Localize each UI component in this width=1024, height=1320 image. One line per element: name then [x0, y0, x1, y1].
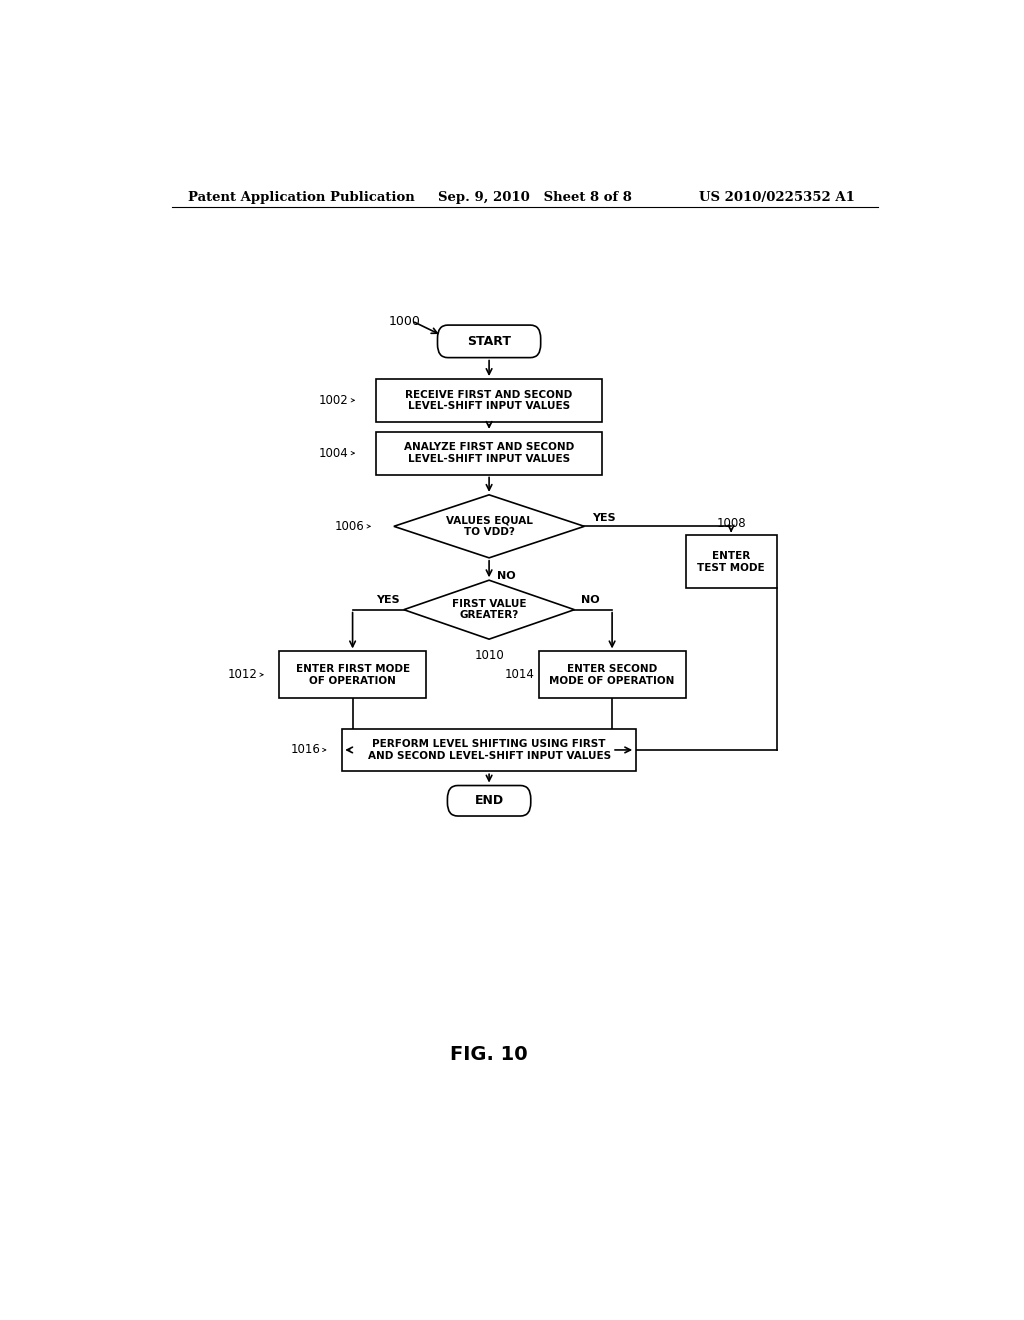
Text: PERFORM LEVEL SHIFTING USING FIRST
AND SECOND LEVEL-SHIFT INPUT VALUES: PERFORM LEVEL SHIFTING USING FIRST AND S…	[368, 739, 610, 760]
Text: US 2010/0225352 A1: US 2010/0225352 A1	[699, 190, 855, 203]
Bar	[539, 651, 685, 698]
Text: RECEIVE FIRST AND SECOND
LEVEL-SHIFT INPUT VALUES: RECEIVE FIRST AND SECOND LEVEL-SHIFT INP…	[406, 389, 572, 411]
Text: 1008: 1008	[717, 517, 745, 529]
Text: Patent Application Publication: Patent Application Publication	[187, 190, 415, 203]
Text: ANALYZE FIRST AND SECOND
LEVEL-SHIFT INPUT VALUES: ANALYZE FIRST AND SECOND LEVEL-SHIFT INP…	[403, 442, 574, 463]
Text: 1016: 1016	[290, 743, 321, 756]
Text: 1012: 1012	[227, 668, 257, 681]
Text: 1002: 1002	[318, 393, 348, 407]
Text: END: END	[474, 795, 504, 808]
Polygon shape	[403, 581, 574, 639]
Text: 1004: 1004	[318, 446, 348, 459]
FancyBboxPatch shape	[447, 785, 530, 816]
Bar	[376, 379, 602, 421]
Bar	[342, 729, 636, 771]
Text: START: START	[467, 335, 511, 348]
Text: 1000: 1000	[388, 314, 420, 327]
Text: ENTER
TEST MODE: ENTER TEST MODE	[697, 552, 765, 573]
Bar	[376, 432, 602, 474]
Bar	[685, 536, 777, 589]
Text: YES: YES	[592, 513, 615, 523]
Bar	[280, 651, 426, 698]
Polygon shape	[394, 495, 585, 558]
Text: ENTER SECOND
MODE OF OPERATION: ENTER SECOND MODE OF OPERATION	[550, 664, 675, 685]
Text: 1010: 1010	[474, 649, 504, 663]
Text: NO: NO	[497, 572, 516, 581]
Text: FIRST VALUE
GREATER?: FIRST VALUE GREATER?	[452, 599, 526, 620]
Text: ENTER FIRST MODE
OF OPERATION: ENTER FIRST MODE OF OPERATION	[296, 664, 410, 685]
Text: 1006: 1006	[335, 520, 365, 533]
Text: NO: NO	[581, 594, 599, 605]
FancyBboxPatch shape	[437, 325, 541, 358]
Text: FIG. 10: FIG. 10	[451, 1045, 528, 1064]
Text: Sep. 9, 2010   Sheet 8 of 8: Sep. 9, 2010 Sheet 8 of 8	[437, 190, 632, 203]
Text: VALUES EQUAL
TO VDD?: VALUES EQUAL TO VDD?	[445, 516, 532, 537]
Text: YES: YES	[376, 594, 399, 605]
Text: 1014: 1014	[505, 668, 535, 681]
